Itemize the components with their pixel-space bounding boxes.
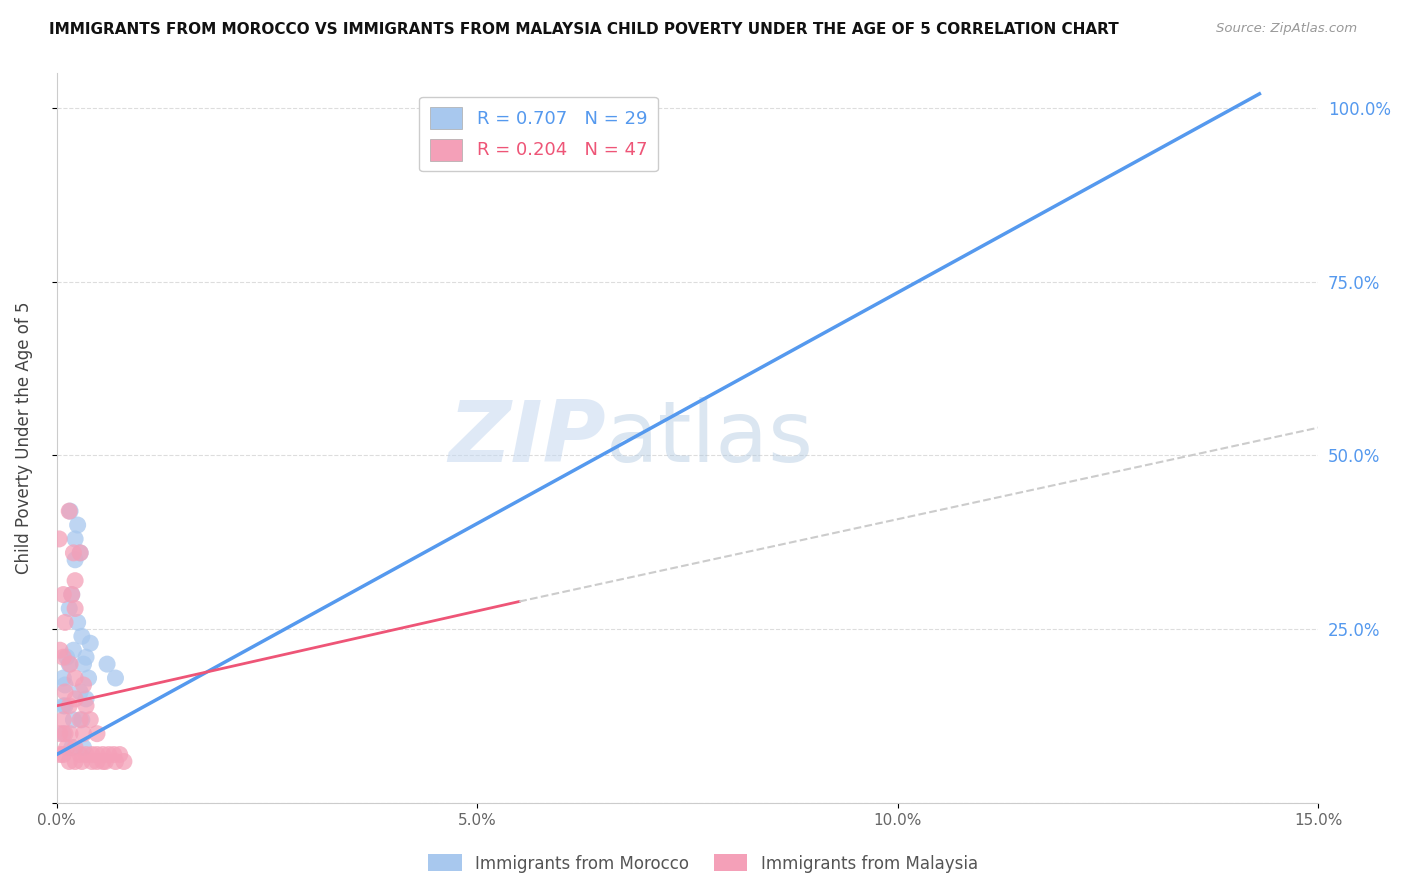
Point xyxy=(69,747,91,762)
Text: IMMIGRANTS FROM MOROCCO VS IMMIGRANTS FROM MALAYSIA CHILD POVERTY UNDER THE AGE : IMMIGRANTS FROM MOROCCO VS IMMIGRANTS FR… xyxy=(49,22,1119,37)
Point xyxy=(63,553,86,567)
Point xyxy=(75,692,97,706)
Point xyxy=(79,713,101,727)
Point xyxy=(72,657,94,672)
Point xyxy=(58,698,80,713)
Point xyxy=(55,650,77,665)
Point xyxy=(70,713,93,727)
Point xyxy=(91,755,114,769)
Point xyxy=(69,546,91,560)
Point xyxy=(52,588,75,602)
Point xyxy=(75,650,97,665)
Point xyxy=(69,546,91,560)
Point xyxy=(63,671,86,685)
Point xyxy=(62,713,84,727)
Point xyxy=(94,755,117,769)
Point xyxy=(60,588,83,602)
Point xyxy=(72,678,94,692)
Point xyxy=(70,629,93,643)
Point xyxy=(52,727,75,741)
Point xyxy=(86,755,108,769)
Point xyxy=(80,747,103,762)
Point xyxy=(49,727,72,741)
Point xyxy=(75,747,97,762)
Point xyxy=(63,692,86,706)
Point xyxy=(86,747,108,762)
Point xyxy=(96,657,118,672)
Legend: R = 0.707   N = 29, R = 0.204   N = 47: R = 0.707 N = 29, R = 0.204 N = 47 xyxy=(419,96,658,171)
Point xyxy=(53,615,76,630)
Point xyxy=(108,747,131,762)
Point xyxy=(52,650,75,665)
Legend: Immigrants from Morocco, Immigrants from Malaysia: Immigrants from Morocco, Immigrants from… xyxy=(422,847,984,880)
Point xyxy=(60,740,83,755)
Point xyxy=(62,546,84,560)
Point xyxy=(63,574,86,588)
Point xyxy=(53,727,76,741)
Point xyxy=(79,636,101,650)
Point xyxy=(58,504,80,518)
Point xyxy=(63,532,86,546)
Point xyxy=(97,747,120,762)
Point xyxy=(91,747,114,762)
Point xyxy=(66,615,89,630)
Point xyxy=(103,747,125,762)
Point xyxy=(49,643,72,657)
Point xyxy=(63,755,86,769)
Text: ZIP: ZIP xyxy=(449,397,606,480)
Point xyxy=(60,588,83,602)
Point xyxy=(55,740,77,755)
Point xyxy=(104,755,127,769)
Text: atlas: atlas xyxy=(606,397,814,480)
Point xyxy=(70,755,93,769)
Point xyxy=(52,713,75,727)
Point xyxy=(112,755,135,769)
Point xyxy=(66,518,89,533)
Point xyxy=(49,747,72,762)
Point xyxy=(86,727,108,741)
Point xyxy=(59,504,82,518)
Point xyxy=(80,755,103,769)
Point xyxy=(58,657,80,672)
Point xyxy=(77,671,100,685)
Point xyxy=(53,678,76,692)
Point xyxy=(58,755,80,769)
Point xyxy=(53,685,76,699)
Point xyxy=(69,713,91,727)
Text: Source: ZipAtlas.com: Source: ZipAtlas.com xyxy=(1216,22,1357,36)
Point xyxy=(48,532,70,546)
Point xyxy=(59,657,82,672)
Point xyxy=(72,727,94,741)
Point xyxy=(63,601,86,615)
Point xyxy=(72,740,94,755)
Point xyxy=(63,740,86,755)
Point xyxy=(52,747,75,762)
Point xyxy=(69,685,91,699)
Point xyxy=(104,671,127,685)
Point xyxy=(52,671,75,685)
Point xyxy=(52,698,75,713)
Y-axis label: Child Poverty Under the Age of 5: Child Poverty Under the Age of 5 xyxy=(15,301,32,574)
Point xyxy=(62,643,84,657)
Point xyxy=(59,727,82,741)
Point xyxy=(75,698,97,713)
Point xyxy=(58,601,80,615)
Point xyxy=(53,698,76,713)
